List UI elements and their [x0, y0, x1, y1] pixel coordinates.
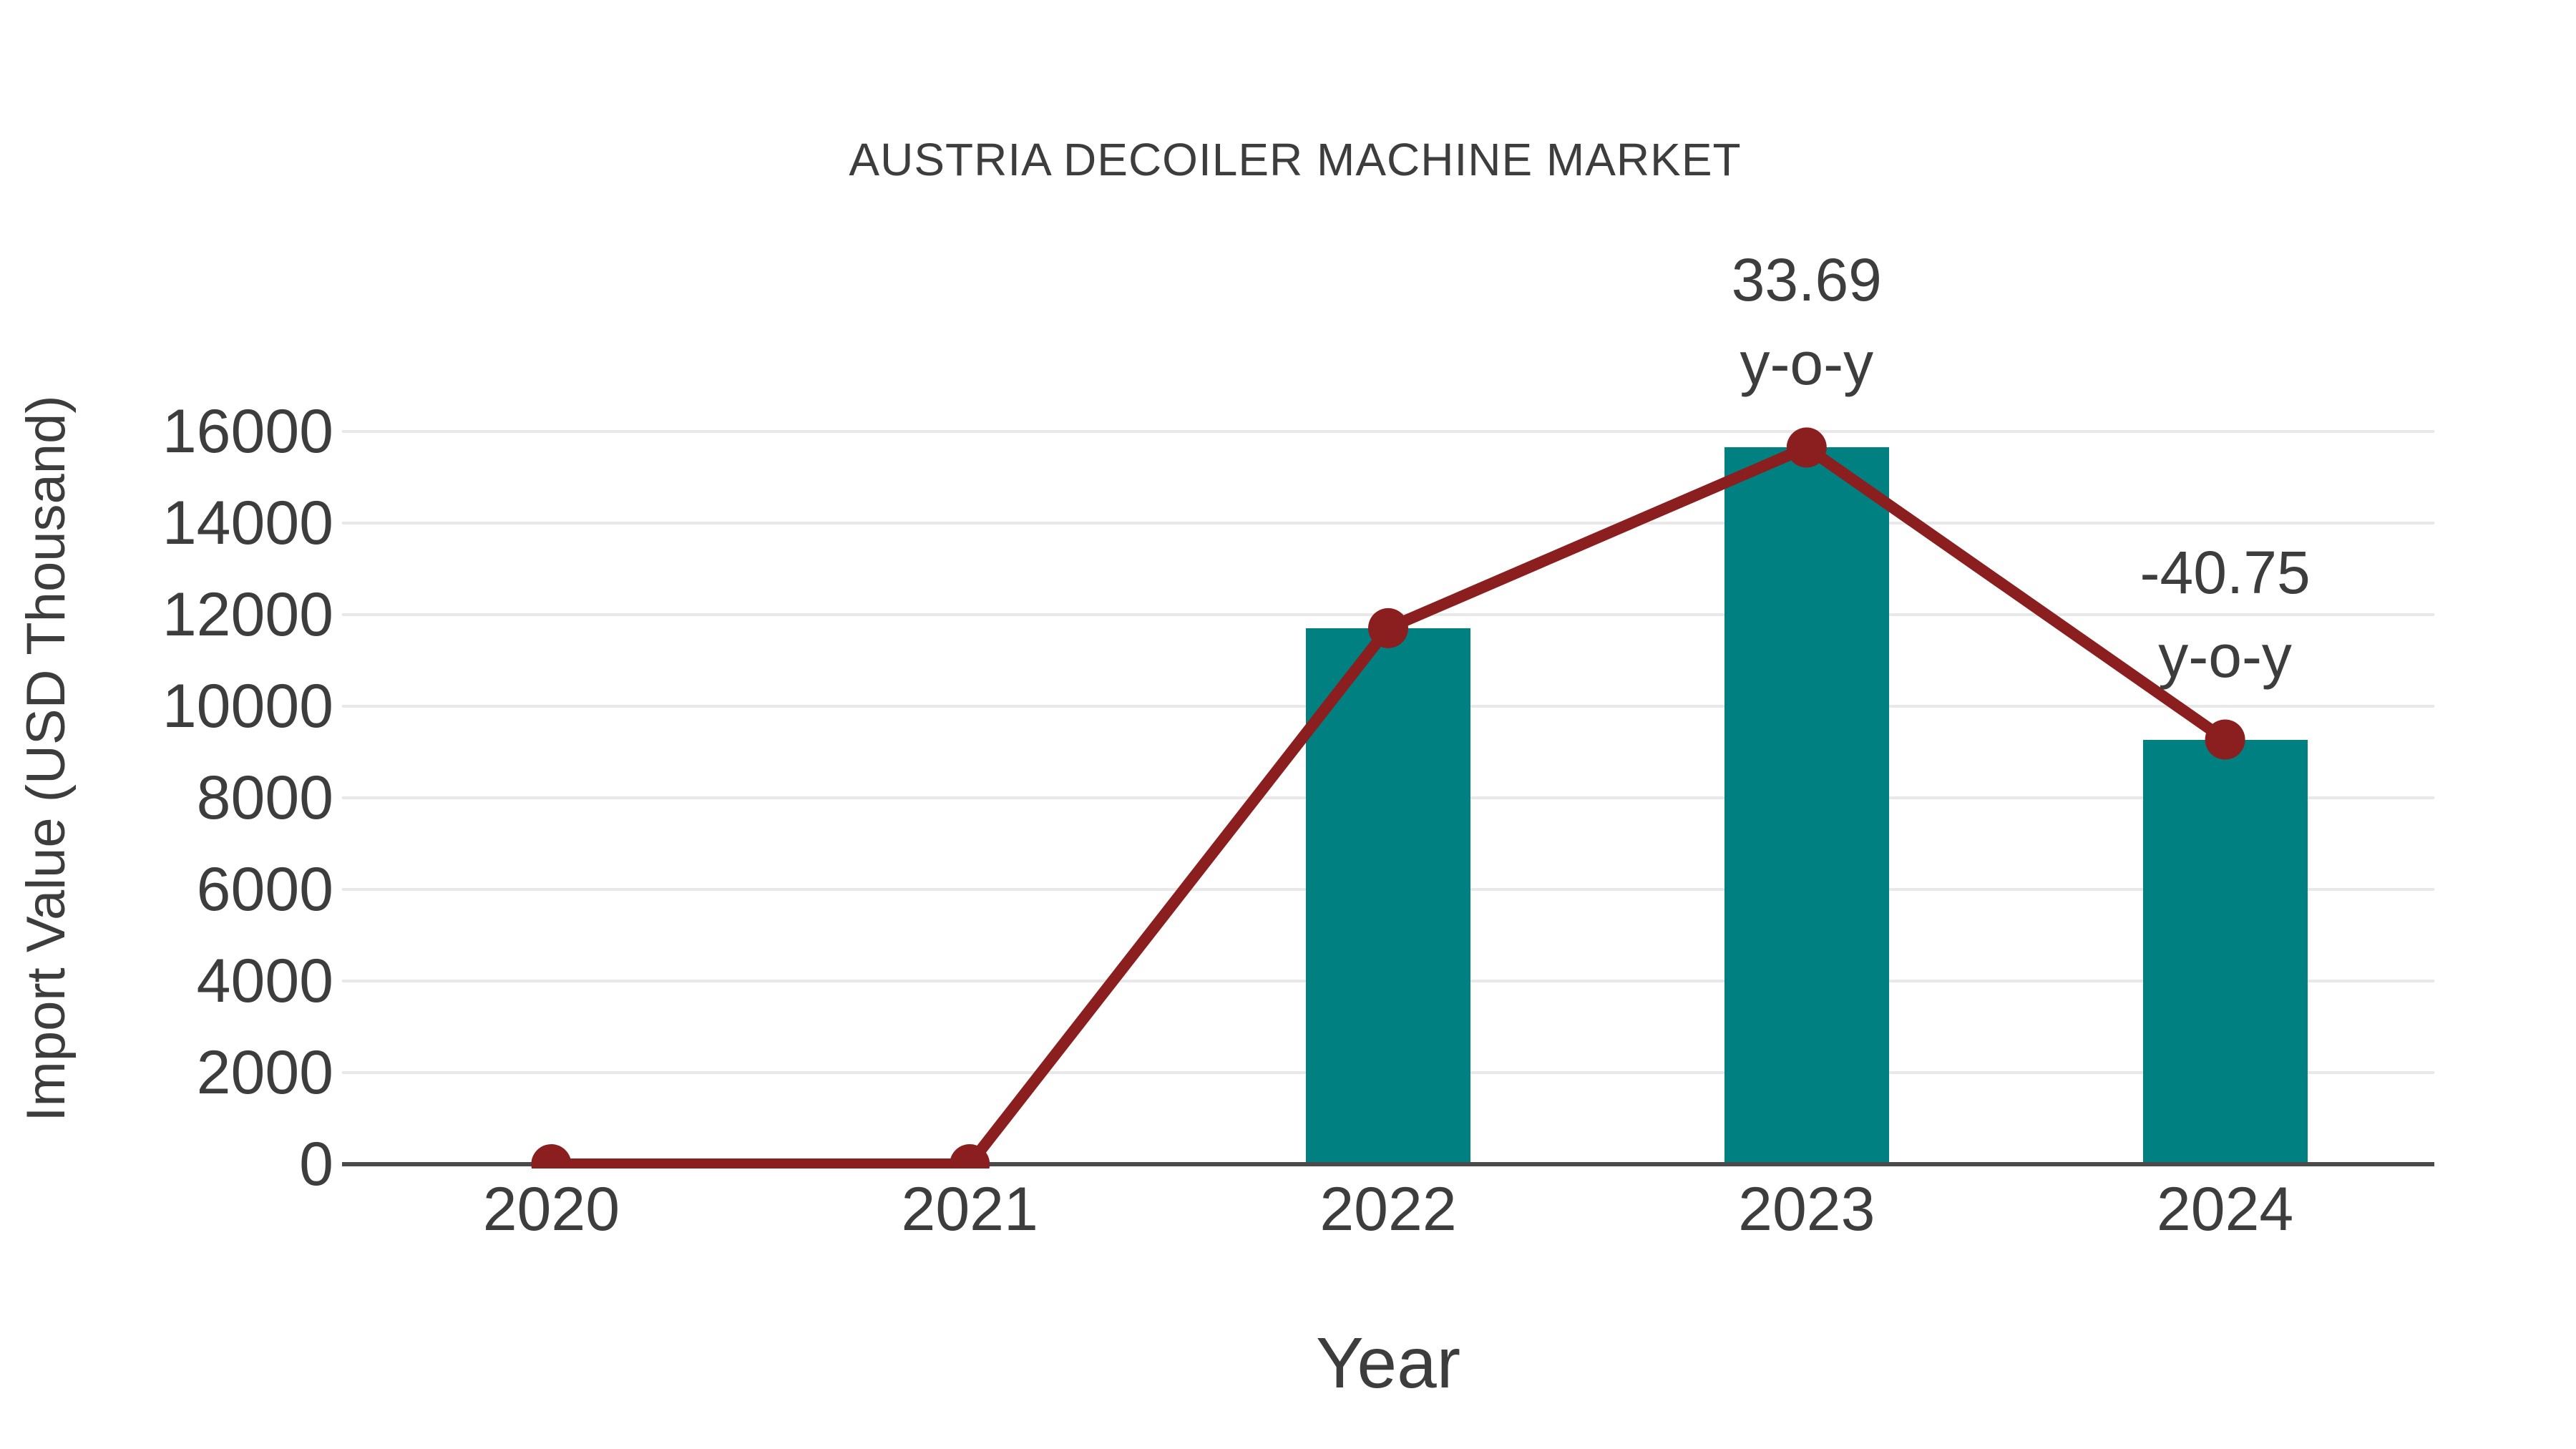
y-tick-label-16000: 16000: [162, 397, 333, 466]
line-marker-2020: [531, 1144, 572, 1169]
gridline-16000: [342, 430, 2434, 433]
x-tick-label-2022: 2022: [1319, 1175, 1457, 1244]
annotation-2023: 33.69 y-o-y: [1556, 238, 2057, 406]
bar-2024: [2142, 739, 2308, 1164]
y-tick-label-4000: 4000: [196, 947, 333, 1015]
x-tick-label-2020: 2020: [482, 1175, 620, 1244]
trend-line-layer: [531, 427, 2245, 1169]
annotation-2024-line-2: y-o-y: [2158, 622, 2292, 690]
y-tick-label-2000: 2000: [196, 1038, 333, 1107]
y-tick-label-10000: 10000: [162, 672, 333, 741]
annotation-2024-line-1: -40.75: [2140, 538, 2311, 606]
annotation-2023-line-2: y-o-y: [1740, 330, 1874, 398]
gridline-14000: [342, 522, 2434, 525]
y-tick-label-6000: 6000: [196, 855, 333, 924]
y-tick-label-0: 0: [299, 1130, 333, 1199]
y-tick-label-12000: 12000: [162, 580, 333, 649]
bar-2023: [1724, 447, 1889, 1164]
x-tick-label-2024: 2024: [2156, 1175, 2294, 1244]
y-tick-label-14000: 14000: [162, 489, 333, 557]
x-tick-label-2021: 2021: [901, 1175, 1038, 1244]
chart-title: AUSTRIA DECOILER MACHINE MARKET: [849, 134, 1742, 185]
x-axis-line: [342, 1162, 2434, 1166]
line-marker-2022: [1368, 608, 1408, 648]
y-tick-label-8000: 8000: [196, 763, 333, 832]
line-marker-2021: [950, 1144, 990, 1169]
x-tick-label-2023: 2023: [1738, 1175, 1875, 1244]
annotation-2023-line-1: 33.69: [1731, 246, 1882, 314]
x-axis-title: Year: [1315, 1323, 1461, 1403]
bar-2022: [1306, 628, 1470, 1164]
line-marker-2024: [2205, 719, 2245, 760]
line-marker-2023: [1786, 427, 1827, 468]
annotation-2024: -40.75 y-o-y: [1975, 531, 2476, 698]
